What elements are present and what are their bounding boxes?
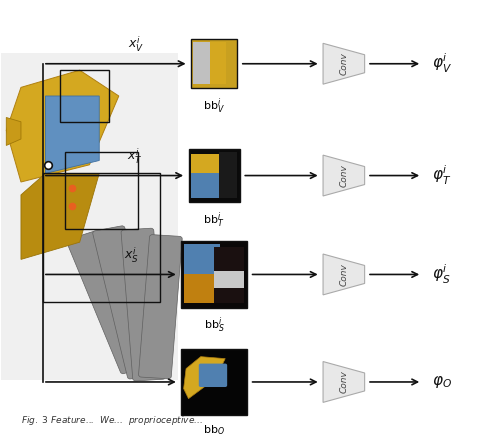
FancyBboxPatch shape [66,231,152,374]
Bar [65,152,138,229]
Bar [181,241,247,308]
Text: $\varphi_S^i$: $\varphi_S^i$ [432,263,450,286]
Bar [214,271,244,288]
Text: Conv: Conv [339,370,348,393]
Polygon shape [323,155,365,196]
FancyBboxPatch shape [139,235,182,379]
Bar [1,53,178,380]
Polygon shape [184,357,225,399]
Bar [193,42,210,84]
Text: $\varphi_O$: $\varphi_O$ [432,374,452,390]
Text: $\mathit{Fig.\ 3}$ Feature...  We...  proprioceptive...: $\mathit{Fig.\ 3}$ Feature... We... prop… [21,414,203,427]
Bar [60,70,109,122]
Bar [188,149,240,202]
Bar [191,39,238,88]
Text: $x_S^i$: $x_S^i$ [124,246,139,265]
Polygon shape [323,362,365,403]
Bar [219,152,237,198]
Text: Conv: Conv [339,164,348,187]
Text: $\varphi_T^i$: $\varphi_T^i$ [432,164,451,187]
Bar [214,247,244,304]
Text: $x_T^i$: $x_T^i$ [127,147,143,166]
Text: $\mathrm{bb}_V^i$: $\mathrm{bb}_V^i$ [203,96,225,116]
Text: $\mathrm{bb}_O$: $\mathrm{bb}_O$ [203,423,225,437]
Bar [43,173,160,302]
Bar [184,274,220,304]
Bar [181,348,247,415]
Text: $\varphi_V^i$: $\varphi_V^i$ [432,52,452,75]
Polygon shape [45,96,99,173]
Text: $\mathrm{bb}_S^i$: $\mathrm{bb}_S^i$ [204,315,225,335]
Bar [193,42,226,84]
Text: $x_V^i$: $x_V^i$ [128,35,145,54]
Polygon shape [21,173,99,260]
Text: Conv: Conv [339,263,348,286]
FancyBboxPatch shape [92,226,159,379]
Polygon shape [323,254,365,295]
FancyBboxPatch shape [199,363,227,387]
Polygon shape [6,117,21,146]
Polygon shape [6,70,119,182]
Bar [191,161,224,198]
Text: $\mathrm{bb}_T^i$: $\mathrm{bb}_T^i$ [204,210,225,230]
Bar [184,245,220,278]
FancyBboxPatch shape [121,228,165,381]
Bar [191,154,224,173]
Text: Conv: Conv [339,52,348,75]
Polygon shape [323,43,365,84]
